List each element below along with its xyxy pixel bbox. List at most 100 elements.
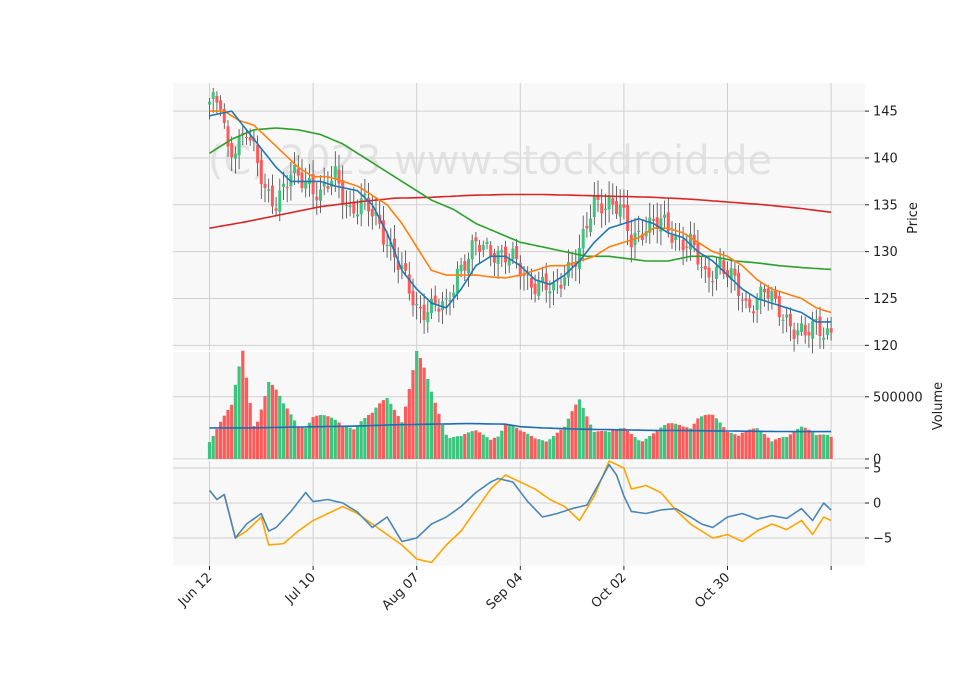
candle-body bbox=[411, 290, 415, 306]
volume-bar bbox=[626, 430, 630, 459]
volume-bar bbox=[307, 422, 311, 459]
candle-body bbox=[208, 101, 211, 105]
volume-bar bbox=[389, 403, 393, 459]
volume-bar bbox=[781, 437, 785, 459]
volume-bar bbox=[674, 423, 678, 459]
candle-body bbox=[293, 164, 297, 173]
candle-body bbox=[533, 283, 537, 295]
oscillator-signal-line bbox=[208, 460, 832, 564]
candle-body bbox=[278, 190, 282, 212]
volume-bar bbox=[478, 432, 482, 459]
volume-bar bbox=[470, 431, 474, 459]
candle-body bbox=[711, 281, 715, 283]
volume-bar bbox=[681, 426, 685, 459]
candle-body bbox=[526, 274, 530, 276]
candle-body bbox=[296, 168, 300, 176]
volume-bar bbox=[355, 424, 360, 459]
candle-body bbox=[559, 284, 563, 289]
volume-bar bbox=[404, 406, 408, 459]
candle-body bbox=[814, 318, 818, 320]
volume-bar bbox=[429, 391, 434, 459]
volume-bar bbox=[341, 425, 345, 459]
oscillator-axis: −5 0 5 bbox=[865, 462, 892, 547]
candle-body bbox=[759, 286, 763, 300]
moving-average-long-line bbox=[209, 193, 832, 229]
volume-bar bbox=[348, 427, 352, 459]
volume-bar bbox=[722, 427, 726, 459]
oscillator-panel bbox=[173, 461, 865, 566]
volume-bar bbox=[733, 434, 737, 459]
candle-body bbox=[230, 143, 234, 158]
candle-body bbox=[600, 203, 604, 214]
candle-body bbox=[448, 300, 452, 302]
candle-body bbox=[500, 250, 504, 253]
x-tick-label: Aug 07 bbox=[379, 570, 422, 613]
candle-body bbox=[670, 234, 674, 243]
candle-body bbox=[233, 153, 237, 159]
volume-axis: 0 500000 bbox=[865, 390, 923, 468]
volume-bar bbox=[385, 398, 389, 459]
volume-bar bbox=[222, 415, 226, 459]
candle-body bbox=[248, 137, 252, 141]
volume-bar bbox=[829, 436, 833, 459]
volume-bar bbox=[270, 384, 274, 459]
volume-bar bbox=[237, 366, 241, 459]
candle-body bbox=[592, 196, 596, 217]
candle-body bbox=[626, 204, 630, 231]
candle-body bbox=[507, 259, 511, 266]
volume-bar bbox=[367, 415, 371, 459]
volume-bar bbox=[411, 370, 415, 459]
candle-body bbox=[237, 136, 241, 156]
volume-bar bbox=[692, 423, 696, 459]
volume-bar bbox=[785, 437, 789, 459]
candle-body bbox=[829, 328, 833, 333]
volume-bar bbox=[533, 438, 537, 459]
volume-bar bbox=[552, 435, 556, 459]
candle-body bbox=[774, 290, 778, 299]
candle-body bbox=[777, 296, 781, 318]
volume-bar bbox=[651, 433, 656, 459]
volume-bar bbox=[463, 433, 467, 459]
volume-bar bbox=[774, 439, 778, 459]
volume-bar bbox=[796, 428, 800, 459]
volume-bar bbox=[725, 431, 730, 459]
candle-body bbox=[522, 274, 526, 276]
volume-bar bbox=[503, 424, 508, 459]
moving-average-mid-line bbox=[209, 110, 832, 314]
candle-body bbox=[474, 237, 478, 242]
candle-body bbox=[256, 145, 260, 163]
candle-body bbox=[496, 250, 500, 264]
volume-bar bbox=[737, 435, 741, 459]
candle-body bbox=[596, 194, 600, 200]
volume-bar bbox=[640, 441, 644, 459]
candle-body bbox=[285, 187, 289, 189]
volume-bar bbox=[281, 403, 286, 459]
volume-bar bbox=[544, 441, 548, 459]
candle-body bbox=[751, 311, 755, 314]
candle-body bbox=[788, 313, 792, 327]
volume-bar bbox=[374, 407, 378, 459]
volume-bar bbox=[518, 430, 522, 459]
volume-bar bbox=[714, 418, 718, 459]
candle-body bbox=[652, 219, 655, 221]
volume-bar bbox=[825, 434, 829, 459]
volume-bar bbox=[496, 436, 500, 459]
candle-body bbox=[807, 331, 811, 336]
volume-bar bbox=[256, 421, 260, 459]
candle-body bbox=[492, 253, 496, 263]
oscillator-tick-label: 0 bbox=[873, 497, 881, 512]
volume-bar bbox=[326, 416, 330, 459]
candle-body bbox=[393, 238, 396, 258]
volume-bar bbox=[799, 426, 804, 459]
candle-body bbox=[426, 312, 430, 323]
x-tick-label: Oct 30 bbox=[692, 570, 733, 611]
candle-body bbox=[359, 198, 363, 215]
candle-body bbox=[304, 181, 308, 189]
candle-body bbox=[681, 239, 685, 251]
candle-body bbox=[585, 225, 589, 229]
volume-bar bbox=[751, 428, 755, 459]
candle-body bbox=[267, 189, 271, 191]
volume-bar bbox=[363, 417, 367, 459]
volume-bar bbox=[666, 423, 670, 459]
x-tick-label: Sep 04 bbox=[484, 570, 527, 613]
